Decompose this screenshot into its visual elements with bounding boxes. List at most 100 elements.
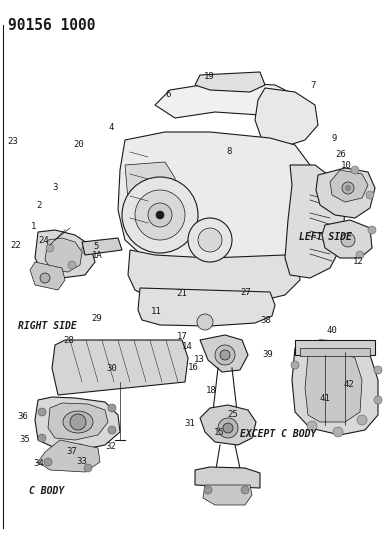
Text: 39: 39 <box>262 350 273 359</box>
Polygon shape <box>138 288 275 326</box>
Text: 13: 13 <box>194 356 205 364</box>
Text: 40: 40 <box>327 326 338 335</box>
Polygon shape <box>200 335 248 372</box>
Circle shape <box>38 408 46 416</box>
Text: 20: 20 <box>73 141 84 149</box>
Circle shape <box>135 190 185 240</box>
Circle shape <box>68 261 76 269</box>
Polygon shape <box>48 403 108 440</box>
Circle shape <box>148 203 172 227</box>
Text: 9: 9 <box>332 134 337 143</box>
Polygon shape <box>118 132 318 268</box>
Text: 38: 38 <box>260 317 271 325</box>
Circle shape <box>122 177 198 253</box>
Circle shape <box>46 244 54 252</box>
Text: 35: 35 <box>19 435 30 444</box>
Text: 27: 27 <box>240 288 251 296</box>
Circle shape <box>70 414 86 430</box>
Circle shape <box>351 166 359 174</box>
Circle shape <box>220 350 230 360</box>
Text: 16: 16 <box>188 364 199 372</box>
Polygon shape <box>30 262 65 290</box>
Circle shape <box>215 345 235 365</box>
Circle shape <box>374 366 382 374</box>
Text: EXCEPT C BODY: EXCEPT C BODY <box>240 430 317 439</box>
Circle shape <box>307 421 317 431</box>
Polygon shape <box>38 440 100 472</box>
Text: 14: 14 <box>182 342 193 351</box>
Text: 32: 32 <box>105 442 116 451</box>
Text: C BODY: C BODY <box>29 487 65 496</box>
Circle shape <box>345 185 351 191</box>
Text: 5: 5 <box>93 242 99 251</box>
Text: 22: 22 <box>10 241 21 249</box>
Text: 8: 8 <box>226 148 231 156</box>
Polygon shape <box>155 82 295 118</box>
Circle shape <box>342 182 354 194</box>
Text: 34: 34 <box>33 459 44 468</box>
Circle shape <box>204 486 212 494</box>
Circle shape <box>223 423 233 433</box>
Polygon shape <box>292 340 378 435</box>
Text: 4: 4 <box>109 124 114 132</box>
Text: 41: 41 <box>320 394 331 403</box>
Bar <box>295 340 375 355</box>
Circle shape <box>368 226 376 234</box>
Polygon shape <box>35 397 120 450</box>
Polygon shape <box>45 238 82 272</box>
Circle shape <box>241 486 249 494</box>
Circle shape <box>356 251 364 259</box>
Polygon shape <box>316 168 375 218</box>
Circle shape <box>366 191 374 199</box>
Text: 25: 25 <box>227 410 238 419</box>
Circle shape <box>84 464 92 472</box>
Polygon shape <box>255 88 318 148</box>
Text: 30: 30 <box>106 365 117 373</box>
Text: 36: 36 <box>17 413 28 421</box>
Circle shape <box>156 211 164 219</box>
Polygon shape <box>52 340 188 395</box>
Ellipse shape <box>63 411 93 433</box>
Text: 10: 10 <box>341 161 352 169</box>
Circle shape <box>76 444 84 452</box>
Polygon shape <box>330 170 368 202</box>
Polygon shape <box>322 220 372 258</box>
Text: 19: 19 <box>204 72 215 80</box>
Circle shape <box>198 228 222 252</box>
Text: LEFT SIDE: LEFT SIDE <box>299 232 352 242</box>
Text: 6: 6 <box>165 91 171 99</box>
Circle shape <box>374 396 382 404</box>
Circle shape <box>341 233 355 247</box>
Polygon shape <box>35 230 95 278</box>
Polygon shape <box>82 238 122 255</box>
Text: 11: 11 <box>151 308 162 316</box>
Text: 15: 15 <box>213 429 224 437</box>
Text: 3: 3 <box>52 183 57 192</box>
Circle shape <box>40 273 50 283</box>
Text: 90156 1000: 90156 1000 <box>8 18 95 33</box>
Text: 21: 21 <box>176 289 187 297</box>
Polygon shape <box>200 405 256 445</box>
Text: 29: 29 <box>91 314 102 323</box>
Text: 37: 37 <box>66 448 77 456</box>
Circle shape <box>291 361 299 369</box>
Text: 18: 18 <box>206 386 217 394</box>
Text: 33: 33 <box>76 457 87 465</box>
Polygon shape <box>203 485 252 505</box>
Text: 24: 24 <box>38 237 49 245</box>
Text: 26: 26 <box>335 150 346 159</box>
Circle shape <box>197 314 213 330</box>
Polygon shape <box>125 162 178 252</box>
Polygon shape <box>285 165 345 278</box>
Text: RIGHT SIDE: RIGHT SIDE <box>18 321 76 331</box>
Circle shape <box>44 458 52 466</box>
Text: 23: 23 <box>7 137 18 146</box>
Polygon shape <box>195 467 260 488</box>
Circle shape <box>108 404 116 412</box>
Circle shape <box>357 415 367 425</box>
Circle shape <box>333 427 343 437</box>
Circle shape <box>108 426 116 434</box>
Circle shape <box>38 434 46 442</box>
Text: 17: 17 <box>176 333 187 341</box>
Polygon shape <box>195 72 265 92</box>
